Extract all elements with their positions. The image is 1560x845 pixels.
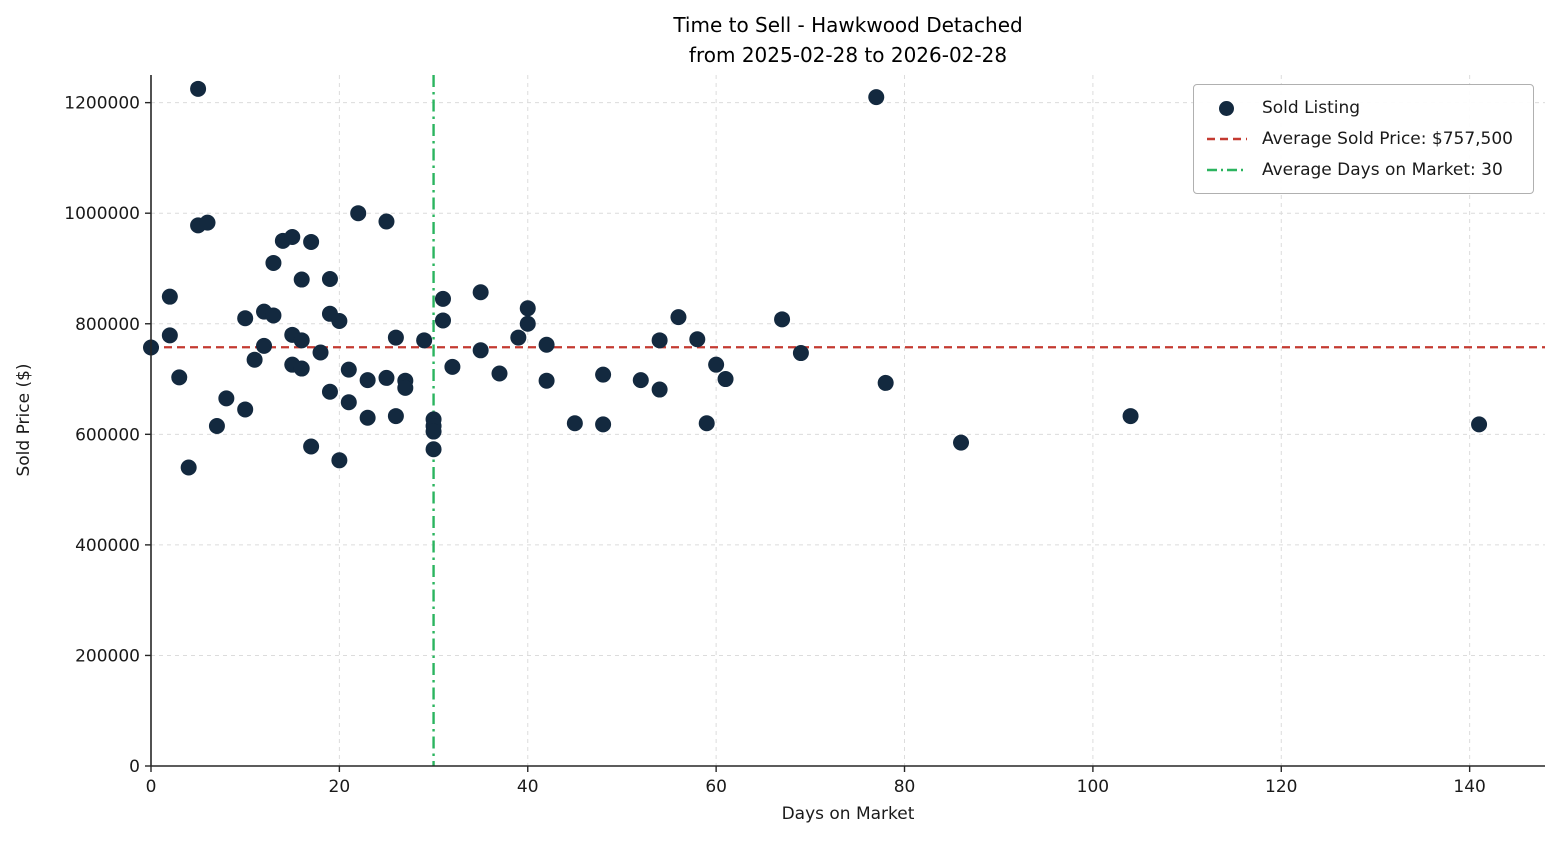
x-tick-label: 40: [517, 777, 539, 797]
scatter-point: [350, 205, 367, 222]
legend-label-average-price: Average Sold Price: $757,500: [1261, 129, 1513, 149]
scatter-point: [792, 345, 809, 362]
scatter-point: [519, 300, 536, 317]
legend: Sold Listing Average Sold Price: $757,50…: [1192, 84, 1534, 194]
scatter-point: [378, 213, 395, 230]
scatter-point: [953, 434, 970, 451]
x-tick-label: 80: [894, 777, 916, 797]
scatter-point: [387, 408, 404, 425]
y-tick-label: 600000: [75, 425, 140, 445]
average-price-line-icon: [1206, 136, 1248, 142]
y-tick-label: 800000: [75, 315, 140, 335]
legend-label-sold-listing: Sold Listing: [1261, 98, 1361, 118]
scatter-point: [472, 342, 489, 359]
scatter-point: [510, 329, 527, 346]
scatter-point: [321, 270, 338, 287]
scatter-point: [265, 307, 282, 324]
scatter-point: [312, 344, 329, 361]
x-tick-label: 20: [329, 777, 351, 797]
scatter-point: [774, 311, 791, 328]
scatter-point: [425, 441, 442, 458]
scatter-point: [1471, 416, 1488, 433]
chart-title: Time to Sell - Hawkwood Detached: [673, 13, 1023, 37]
scatter-point: [708, 356, 725, 373]
y-tick-label: 400000: [75, 536, 140, 556]
chart-subtitle: from 2025-02-28 to 2026-02-28: [688, 43, 1008, 67]
scatter-point: [256, 337, 273, 354]
y-axis-label: Sold Price ($): [14, 363, 34, 477]
scatter-point: [689, 331, 706, 348]
scatter-point: [538, 372, 555, 389]
x-axis-label: Days on Market: [781, 804, 915, 824]
scatter-point: [566, 415, 583, 432]
scatter-point: [246, 351, 263, 368]
scatter-point: [208, 418, 225, 435]
scatter-point: [237, 401, 254, 418]
scatter-point: [303, 233, 320, 250]
scatter-point: [434, 312, 451, 329]
y-tick-label: 0: [129, 757, 140, 777]
scatter-point: [632, 372, 649, 389]
scatter-point: [293, 332, 310, 349]
x-tick-label: 60: [705, 777, 727, 797]
sold-listing-marker-icon: [1206, 100, 1248, 116]
scatter-point: [284, 228, 301, 245]
scatter-point: [340, 361, 357, 378]
scatter-point: [698, 415, 715, 432]
scatter-point: [378, 369, 395, 386]
scatter-point: [293, 360, 310, 377]
scatter-point: [171, 369, 188, 386]
scatter-point: [180, 459, 197, 476]
scatter-point: [265, 254, 282, 271]
scatter-point: [538, 336, 555, 353]
scatter-point: [161, 288, 178, 305]
x-tick-label: 140: [1453, 777, 1485, 797]
scatter-point: [651, 381, 668, 398]
scatter-point: [199, 214, 216, 231]
scatter-point: [293, 271, 310, 288]
scatter-point: [434, 290, 451, 307]
scatter-point: [218, 390, 235, 407]
scatter-point: [444, 358, 461, 375]
scatter-point: [491, 365, 508, 382]
scatter-point: [397, 379, 414, 396]
scatter-point: [472, 284, 489, 301]
legend-item-sold-listing: Sold Listing: [1206, 97, 1513, 119]
scatter-point: [321, 383, 338, 400]
scatter-point: [670, 309, 687, 326]
y-tick-label: 1200000: [64, 94, 140, 114]
scatter-point: [651, 332, 668, 349]
legend-item-average-dom: Average Days on Market: 30: [1206, 159, 1513, 181]
scatter-point: [303, 438, 320, 455]
legend-label-average-dom: Average Days on Market: 30: [1261, 160, 1503, 180]
scatter-point: [359, 409, 376, 426]
scatter-point: [1122, 408, 1139, 425]
scatter-point: [877, 374, 894, 391]
scatter-point: [359, 372, 376, 389]
scatter-point: [595, 416, 612, 433]
scatter-point: [416, 332, 433, 349]
scatter-point: [340, 394, 357, 411]
scatter-point: [425, 423, 442, 440]
y-tick-label: 1000000: [64, 204, 140, 224]
scatter-point: [868, 89, 885, 106]
x-tick-label: 0: [146, 777, 157, 797]
x-tick-label: 100: [1077, 777, 1109, 797]
scatter-point: [717, 371, 734, 388]
average-dom-line-icon: [1206, 167, 1248, 173]
scatter-point: [331, 312, 348, 329]
legend-item-average-price: Average Sold Price: $757,500: [1206, 128, 1513, 150]
scatter-point: [519, 315, 536, 332]
scatter-point: [237, 310, 254, 327]
scatter-point: [331, 452, 348, 469]
scatter-point: [595, 366, 612, 383]
scatter-point: [387, 329, 404, 346]
x-tick-label: 120: [1265, 777, 1297, 797]
scatter-point: [161, 327, 178, 344]
chart-title-block: Time to Sell - Hawkwood Detached from 20…: [151, 10, 1545, 70]
y-tick-label: 200000: [75, 646, 140, 666]
scatter-point: [190, 80, 207, 97]
